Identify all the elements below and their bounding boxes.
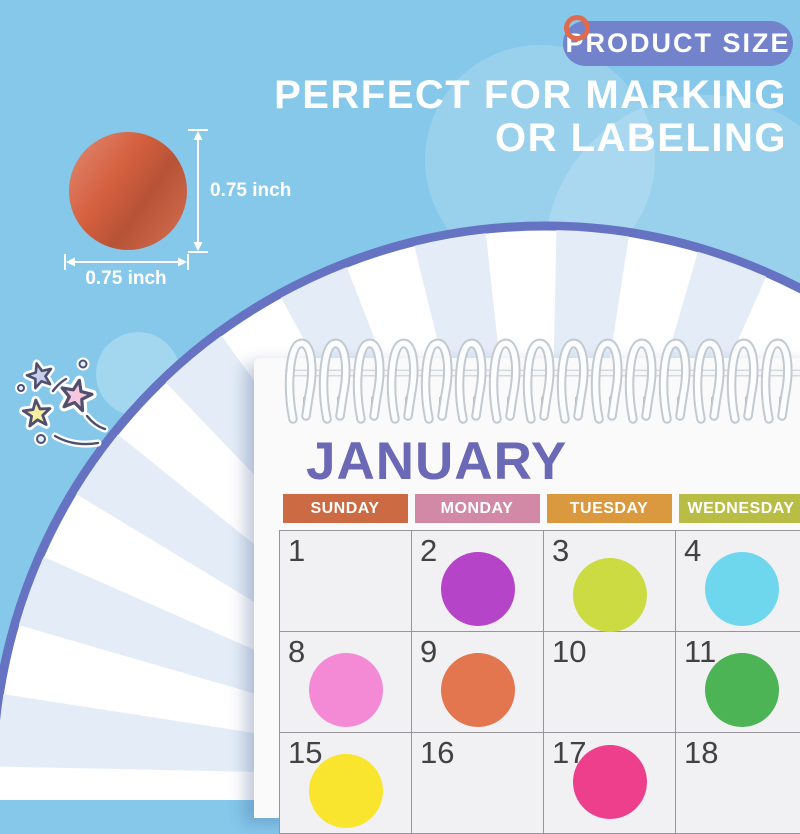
dot-sticker bbox=[441, 552, 515, 626]
calendar-week: 8 9 10 11 bbox=[280, 632, 800, 733]
day-header-tuesday: TUESDAY bbox=[543, 494, 675, 523]
dot-sticker bbox=[309, 754, 383, 828]
day-header-bar: TUESDAY bbox=[547, 494, 672, 523]
date-number: 10 bbox=[552, 634, 586, 670]
height-dimension-label: 0.75 inch bbox=[210, 180, 291, 202]
day-header-monday: MONDAY bbox=[411, 494, 543, 523]
measurement-arrows bbox=[0, 0, 320, 300]
calendar-cell: 8 bbox=[280, 632, 412, 733]
day-header-bar: WEDNESDAY bbox=[679, 494, 800, 523]
headline-line2: OR LABELING bbox=[274, 117, 787, 160]
calendar-cell: 18 bbox=[676, 733, 800, 834]
calendar-week: 15 16 17 18 bbox=[280, 733, 800, 834]
width-dimension-label: 0.75 inch bbox=[64, 268, 188, 290]
calendar-cell: 4 bbox=[676, 531, 800, 632]
calendar-cell: 3 bbox=[544, 531, 676, 632]
calendar-cell: 15 bbox=[280, 733, 412, 834]
calendar-cell: 10 bbox=[544, 632, 676, 733]
date-number: 4 bbox=[684, 533, 701, 569]
stars-decoration bbox=[8, 350, 118, 460]
date-number: 3 bbox=[552, 533, 569, 569]
date-number: 9 bbox=[420, 634, 437, 670]
calendar-cell: 17 bbox=[544, 733, 676, 834]
date-number: 1 bbox=[288, 533, 305, 569]
calendar-grid: 1 2 3 4 8 9 bbox=[279, 530, 800, 834]
headline-line1: PERFECT FOR MARKING bbox=[274, 74, 787, 117]
day-header-row: SUNDAY MONDAY TUESDAY WEDNESDAY bbox=[279, 494, 800, 523]
product-size-badge: PRODUCT SIZE bbox=[563, 21, 793, 66]
calendar-week: 1 2 3 4 bbox=[280, 531, 800, 632]
day-header-bar: SUNDAY bbox=[283, 494, 408, 523]
calendar-cell: 9 bbox=[412, 632, 544, 733]
day-header-sunday: SUNDAY bbox=[279, 494, 411, 523]
dot-sticker bbox=[441, 653, 515, 727]
dot-sticker bbox=[573, 745, 647, 819]
calendar-cell: 1 bbox=[280, 531, 412, 632]
date-number: 16 bbox=[420, 735, 454, 771]
date-number: 2 bbox=[420, 533, 437, 569]
dot-sticker bbox=[309, 653, 383, 727]
date-number: 11 bbox=[684, 634, 716, 670]
headline: PERFECT FOR MARKING OR LABELING bbox=[274, 74, 787, 160]
calendar-cell: 11 bbox=[676, 632, 800, 733]
dot-sticker bbox=[705, 552, 779, 626]
dot-sticker bbox=[573, 558, 647, 632]
calendar-cell: 16 bbox=[412, 733, 544, 834]
date-number: 8 bbox=[288, 634, 305, 670]
day-header-wednesday: WEDNESDAY bbox=[675, 494, 800, 523]
month-title: JANUARY bbox=[306, 431, 567, 492]
date-number: 18 bbox=[684, 735, 718, 771]
day-header-bar: MONDAY bbox=[415, 494, 540, 523]
dot-sticker bbox=[705, 653, 779, 727]
product-size-label: PRODUCT SIZE bbox=[565, 28, 790, 59]
calendar-cell: 2 bbox=[412, 531, 544, 632]
